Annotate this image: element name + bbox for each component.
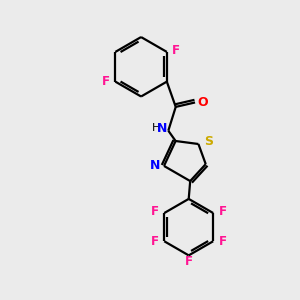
Text: F: F xyxy=(151,205,159,218)
Text: F: F xyxy=(102,75,110,88)
Text: F: F xyxy=(218,235,226,248)
Text: F: F xyxy=(218,205,226,218)
Text: F: F xyxy=(151,235,159,248)
Text: O: O xyxy=(197,96,208,109)
Text: H: H xyxy=(152,123,160,133)
Text: N: N xyxy=(157,122,168,135)
Text: F: F xyxy=(185,255,193,268)
Text: S: S xyxy=(204,135,213,148)
Text: F: F xyxy=(172,44,180,57)
Text: N: N xyxy=(150,159,160,172)
